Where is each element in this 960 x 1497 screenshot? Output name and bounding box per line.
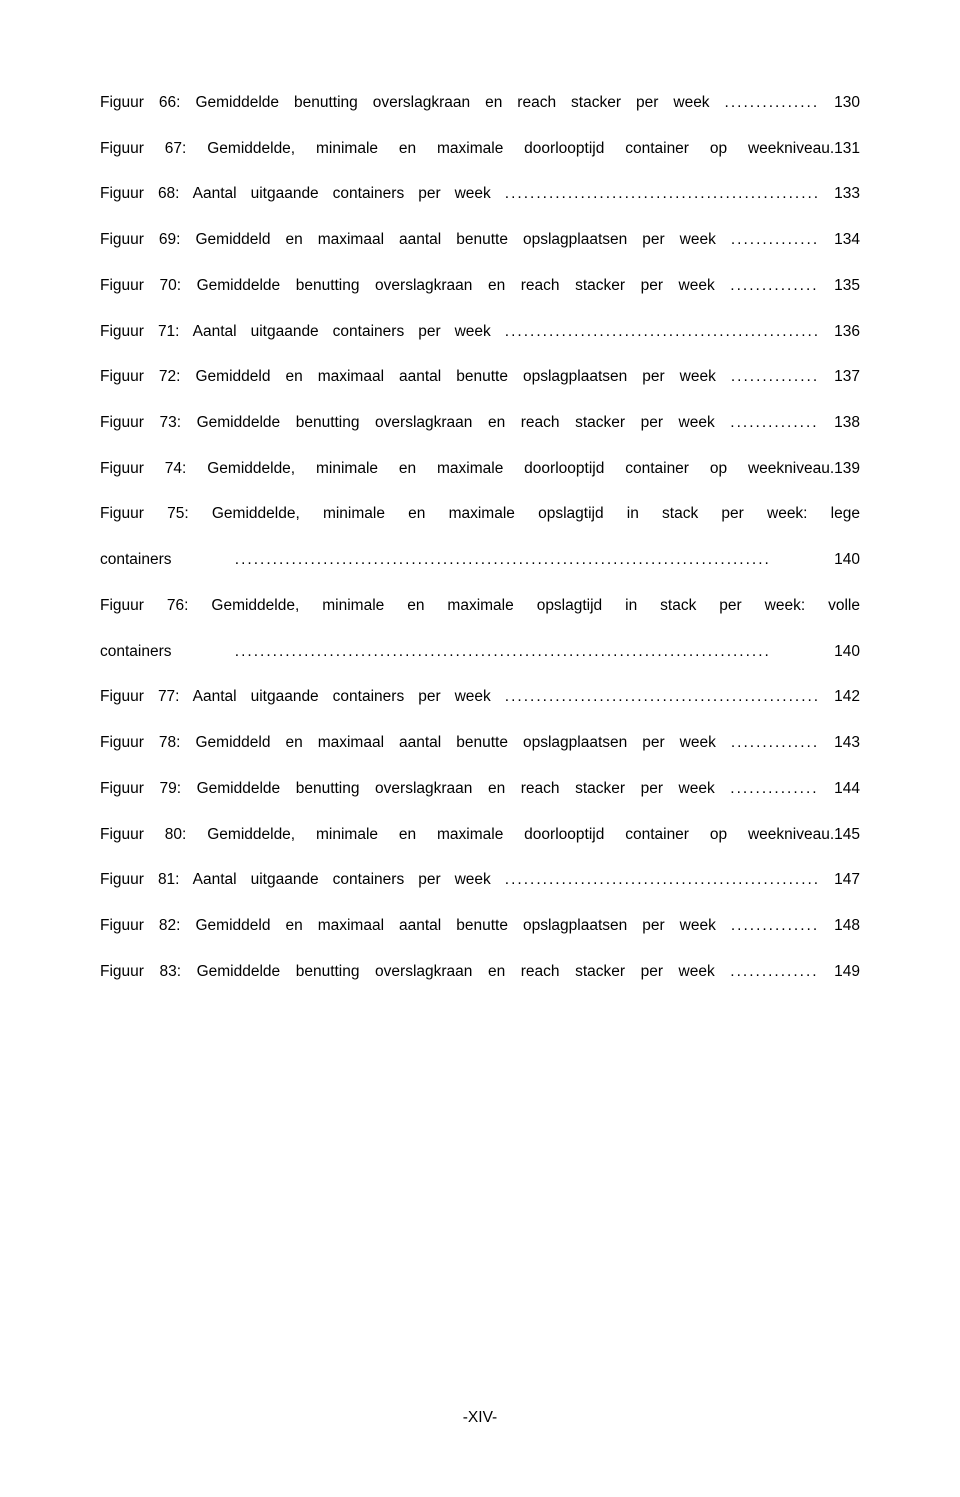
toc-entry-label: Figuur 70: Gemiddelde benutting overslag… [100, 277, 730, 294]
toc-leader-dots: ............... [725, 94, 820, 111]
toc-leader-dots: .............. [731, 734, 819, 751]
toc-entry-line2: containers .............................… [100, 537, 860, 583]
toc-leader-dots: .............. [731, 917, 819, 934]
toc-entry-label: Figuur 74: Gemiddelde, minimale en maxim… [100, 460, 834, 477]
toc-entry-page: 145 [834, 826, 860, 843]
toc-leader-dots: ........................................… [505, 185, 820, 202]
toc-entry-page: 136 [820, 323, 860, 340]
toc-entry-label: Figuur 78: Gemiddeld en maximaal aantal … [100, 734, 731, 751]
toc-entry-label: Figuur 79: Gemiddelde benutting overslag… [100, 780, 730, 797]
toc-entry-page: 131 [834, 140, 860, 157]
toc-entry-label: Figuur 73: Gemiddelde benutting overslag… [100, 414, 730, 431]
toc-entry: Figuur 74: Gemiddelde, minimale en maxim… [100, 460, 860, 477]
toc-entry: Figuur 72: Gemiddeld en maximaal aantal … [100, 368, 860, 385]
toc-entry-label: Figuur 76: Gemiddelde, minimale en maxim… [100, 583, 860, 629]
toc-entry-page: 137 [819, 368, 860, 385]
toc-entry-label: Figuur 81: Aantal uitgaande containers p… [100, 871, 505, 888]
toc-entry: Figuur 71: Aantal uitgaande containers p… [100, 323, 860, 340]
toc-leader-dots: .............. [730, 277, 818, 294]
toc-entry-page: 140 [771, 643, 860, 660]
toc-leader-dots: ........................................… [235, 551, 771, 568]
toc-leader-dots: .............. [731, 368, 819, 385]
toc-entry-label: containers [100, 643, 235, 660]
toc-leader-dots: .............. [731, 231, 819, 248]
toc-entry-label: Figuur 82: Gemiddeld en maximaal aantal … [100, 917, 731, 934]
toc-entry: Figuur 66: Gemiddelde benutting overslag… [100, 94, 860, 111]
toc-entry-label: Figuur 66: Gemiddelde benutting overslag… [100, 94, 725, 111]
page-footer: -XIV- [0, 1409, 960, 1427]
toc-entry-label: Figuur 69: Gemiddeld en maximaal aantal … [100, 231, 731, 248]
toc-leader-dots: ........................................… [235, 643, 771, 660]
toc-entry: Figuur 70: Gemiddelde benutting overslag… [100, 277, 860, 294]
toc-entry-page: 134 [819, 231, 860, 248]
toc-entry-page: 147 [820, 871, 860, 888]
toc-leader-dots: .............. [730, 963, 818, 980]
toc-entry: Figuur 76: Gemiddelde, minimale en maxim… [100, 583, 860, 674]
toc-entry: Figuur 80: Gemiddelde, minimale en maxim… [100, 826, 860, 843]
toc-entry: Figuur 67: Gemiddelde, minimale en maxim… [100, 140, 860, 157]
toc-entry-page: 149 [819, 963, 860, 980]
toc-entry: Figuur 73: Gemiddelde benutting overslag… [100, 414, 860, 431]
toc-entry-page: 142 [820, 688, 860, 705]
toc-entry: Figuur 75: Gemiddelde, minimale en maxim… [100, 491, 860, 582]
table-of-contents: Figuur 66: Gemiddelde benutting overslag… [100, 80, 860, 994]
toc-entry-page: 144 [819, 780, 860, 797]
toc-entry: Figuur 81: Aantal uitgaande containers p… [100, 871, 860, 888]
toc-entry-page: 143 [819, 734, 860, 751]
toc-entry-label: Figuur 75: Gemiddelde, minimale en maxim… [100, 491, 860, 537]
toc-entry: Figuur 77: Aantal uitgaande containers p… [100, 688, 860, 705]
toc-leader-dots: ........................................… [505, 871, 820, 888]
toc-entry-label: Figuur 83: Gemiddelde benutting overslag… [100, 963, 730, 980]
toc-entry-page: 135 [819, 277, 860, 294]
toc-entry-line2: containers .............................… [100, 629, 860, 675]
toc-leader-dots: .............. [730, 414, 818, 431]
toc-entry-page: 148 [819, 917, 860, 934]
toc-entry-label: Figuur 67: Gemiddelde, minimale en maxim… [100, 140, 834, 157]
toc-entry-page: 130 [819, 94, 860, 111]
toc-entry-label: Figuur 72: Gemiddeld en maximaal aantal … [100, 368, 731, 385]
toc-entry: Figuur 68: Aantal uitgaande containers p… [100, 185, 860, 202]
toc-entry-label: Figuur 68: Aantal uitgaande containers p… [100, 185, 505, 202]
toc-entry-page: 139 [834, 460, 860, 477]
toc-leader-dots: ........................................… [505, 688, 820, 705]
toc-leader-dots: .............. [730, 780, 818, 797]
toc-entry-page: 133 [820, 185, 860, 202]
toc-entry-label: containers [100, 551, 235, 568]
toc-entry-label: Figuur 80: Gemiddelde, minimale en maxim… [100, 826, 834, 843]
toc-entry-label: Figuur 71: Aantal uitgaande containers p… [100, 323, 505, 340]
toc-entry-label: Figuur 77: Aantal uitgaande containers p… [100, 688, 505, 705]
toc-entry-page: 140 [771, 551, 860, 568]
toc-leader-dots: ........................................… [505, 323, 820, 340]
toc-entry: Figuur 83: Gemiddelde benutting overslag… [100, 963, 860, 980]
toc-entry-page: 138 [819, 414, 860, 431]
toc-entry: Figuur 82: Gemiddeld en maximaal aantal … [100, 917, 860, 934]
toc-entry: Figuur 78: Gemiddeld en maximaal aantal … [100, 734, 860, 751]
toc-entry: Figuur 79: Gemiddelde benutting overslag… [100, 780, 860, 797]
toc-entry: Figuur 69: Gemiddeld en maximaal aantal … [100, 231, 860, 248]
